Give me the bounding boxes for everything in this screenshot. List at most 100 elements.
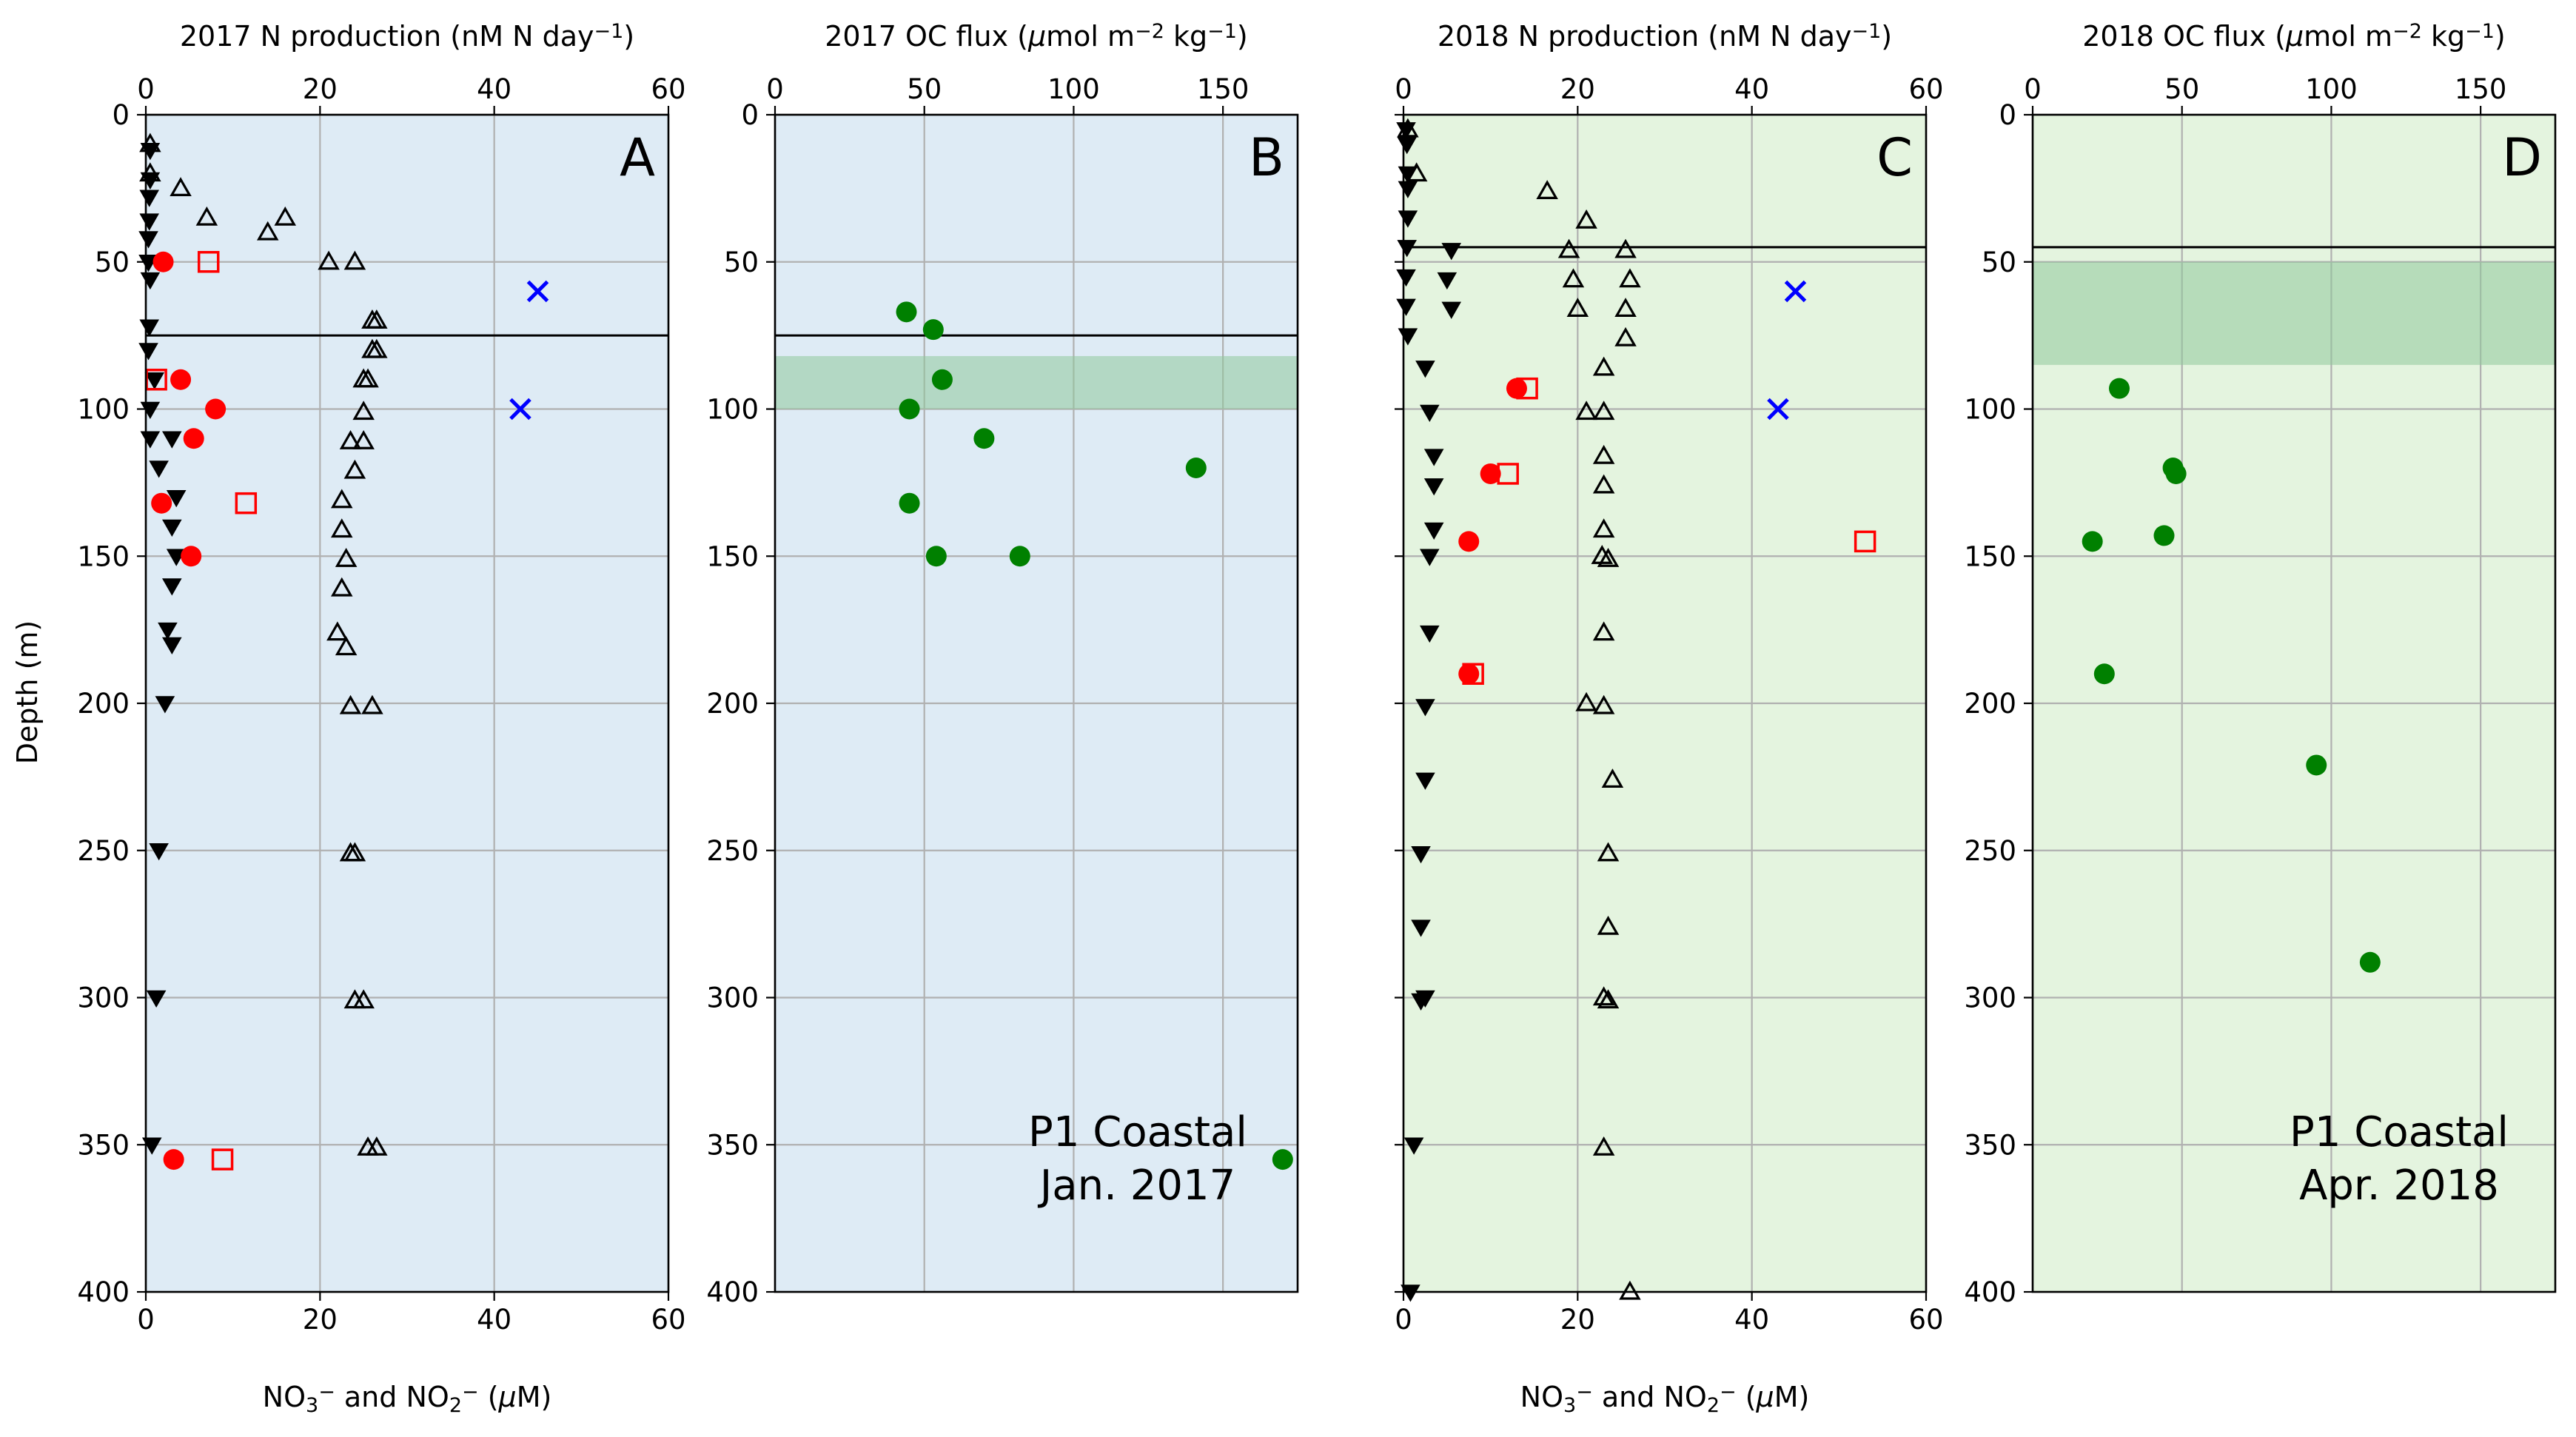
panel-a-bottom-axis-title: NO3− and NO2− (μM) [263, 1381, 552, 1417]
panel-b-annotation-line: Jan. 2017 [1038, 1162, 1235, 1210]
panel-d-oxycline-band [2033, 261, 2555, 365]
panel-a-point [352, 989, 375, 1009]
panel-c-point [1575, 691, 1597, 711]
panel-d-ytick-label: 50 [1982, 247, 2016, 278]
panel-a-point [357, 368, 379, 388]
panel-a-point [166, 549, 187, 566]
panel-a-bottom-xtick-label: 60 [651, 1304, 685, 1336]
panel-a-ytick-label: 200 [77, 688, 130, 720]
panel-a-point [326, 621, 349, 641]
panel-b-ytick-label: 150 [706, 540, 759, 572]
panel-a-point [343, 842, 366, 862]
panel-c-point [1597, 989, 1620, 1009]
panel-a-bottom-xtick-label: 0 [137, 1304, 155, 1336]
panel-c-point [1614, 326, 1637, 346]
panel-c-point [1458, 663, 1480, 685]
panel-d-point [2359, 951, 2381, 973]
panel-d-ytick-label: 250 [1964, 835, 2016, 867]
panel-c-point [1437, 272, 1458, 290]
panel-c-point [1420, 625, 1440, 643]
panel-a-point [330, 518, 353, 538]
panel-a-point [158, 622, 178, 640]
panel-b-ytick-label: 300 [706, 982, 759, 1014]
panel-c-point [1423, 449, 1444, 466]
panel-b-point [1185, 458, 1207, 478]
panel-a-point [152, 251, 174, 272]
panel-a-point [318, 250, 340, 270]
panel-c-point [1619, 1280, 1641, 1300]
panel-b-point [925, 546, 947, 567]
panel-c-point [1480, 463, 1501, 484]
panel-b-series-0 [896, 301, 1293, 1170]
panel-a-point [235, 492, 258, 515]
panel-a-point [330, 577, 353, 597]
panel-b-point [896, 301, 917, 323]
panel-c-point [1575, 401, 1597, 421]
panel-b-ytick-label: 100 [706, 394, 759, 426]
panel-c-point [1423, 522, 1444, 540]
panel-b-point [899, 398, 920, 420]
panel-b-point [1272, 1149, 1293, 1170]
panel-a-ytick-label: 0 [112, 99, 130, 131]
panel-a-point [197, 251, 220, 273]
oxycline-bands [775, 261, 2555, 409]
panel-a-point [181, 546, 202, 567]
panel-c-point [1592, 356, 1615, 376]
panel-d-point [2082, 531, 2103, 552]
panel-b-top-xtick-label: 100 [1047, 73, 1100, 105]
panel-a-series-4 [509, 280, 549, 421]
panel-b-ytick-label: 50 [724, 247, 759, 278]
panel-c-point [1557, 238, 1580, 258]
panel-b-point [1009, 546, 1030, 567]
panel-c-series-0 [1397, 118, 1641, 1300]
panel-a-point [149, 843, 169, 861]
panel-c-point [1592, 518, 1615, 538]
panel-c-bottom-xtick-label: 0 [1395, 1304, 1412, 1336]
panel-d-top-xtick-label: 150 [2455, 73, 2507, 105]
panel-b-top-axis-title: 2017 OC flux (μmol m−2 kg−1) [825, 20, 1248, 53]
panel-a-point [141, 1137, 162, 1155]
panel-a-point [155, 696, 175, 714]
panel-c-letter: C [1876, 127, 1913, 188]
panel-d-ytick-label: 350 [1964, 1129, 2016, 1161]
panel-a-point [335, 636, 358, 656]
panel-c-point [1614, 298, 1637, 317]
panel-a-point [366, 1136, 388, 1156]
panel-c-bottom-axis-title: NO3− and NO2− (μM) [1520, 1381, 1810, 1417]
panel-a-ytick-label: 100 [77, 394, 130, 426]
panel-d-top-xtick-label: 0 [2024, 73, 2042, 105]
panel-a-point [526, 280, 549, 303]
panel-a-top-xtick-label: 60 [651, 73, 685, 105]
panel-b-top-xtick-label: 150 [1197, 73, 1250, 105]
panel-c-point [1592, 1136, 1615, 1156]
panel-d-point [2306, 754, 2327, 776]
panel-a-top-xtick-label: 40 [477, 73, 511, 105]
panel-a-point [343, 250, 366, 270]
panel-c-point [1614, 238, 1637, 258]
panel-c-point [1592, 694, 1615, 714]
panel-a-ytick-label: 250 [77, 835, 130, 867]
panel-a-point [170, 369, 192, 390]
data-markers [138, 118, 2381, 1302]
panel-c-point [1396, 298, 1416, 316]
panel-b-ytick-label: 400 [706, 1276, 759, 1308]
panel-a-point [149, 460, 169, 478]
panel-a-ytick-label: 350 [77, 1129, 130, 1161]
panel-c-point [1458, 531, 1480, 552]
panel-c-point [1411, 993, 1431, 1011]
panel-c-point [1497, 463, 1519, 485]
panel-a-point [170, 177, 192, 196]
panel-c-series-3 [1462, 377, 1876, 685]
panel-c-point [1597, 842, 1620, 862]
panel-b-oxycline-band [775, 355, 1298, 409]
panel-a-point [339, 430, 362, 449]
panel-d-letter: D [2502, 127, 2542, 188]
panel-c-point [1592, 401, 1615, 421]
panel-d-ytick-label: 400 [1964, 1276, 2016, 1308]
panel-c-series-4 [1767, 280, 1807, 421]
panel-c-point [1403, 1137, 1424, 1155]
panel-b-letter: B [1249, 127, 1284, 188]
panel-c-point [1411, 920, 1431, 937]
panel-c-bottom-xtick-label: 40 [1734, 1304, 1769, 1336]
panel-b-ytick-label: 250 [706, 835, 759, 867]
